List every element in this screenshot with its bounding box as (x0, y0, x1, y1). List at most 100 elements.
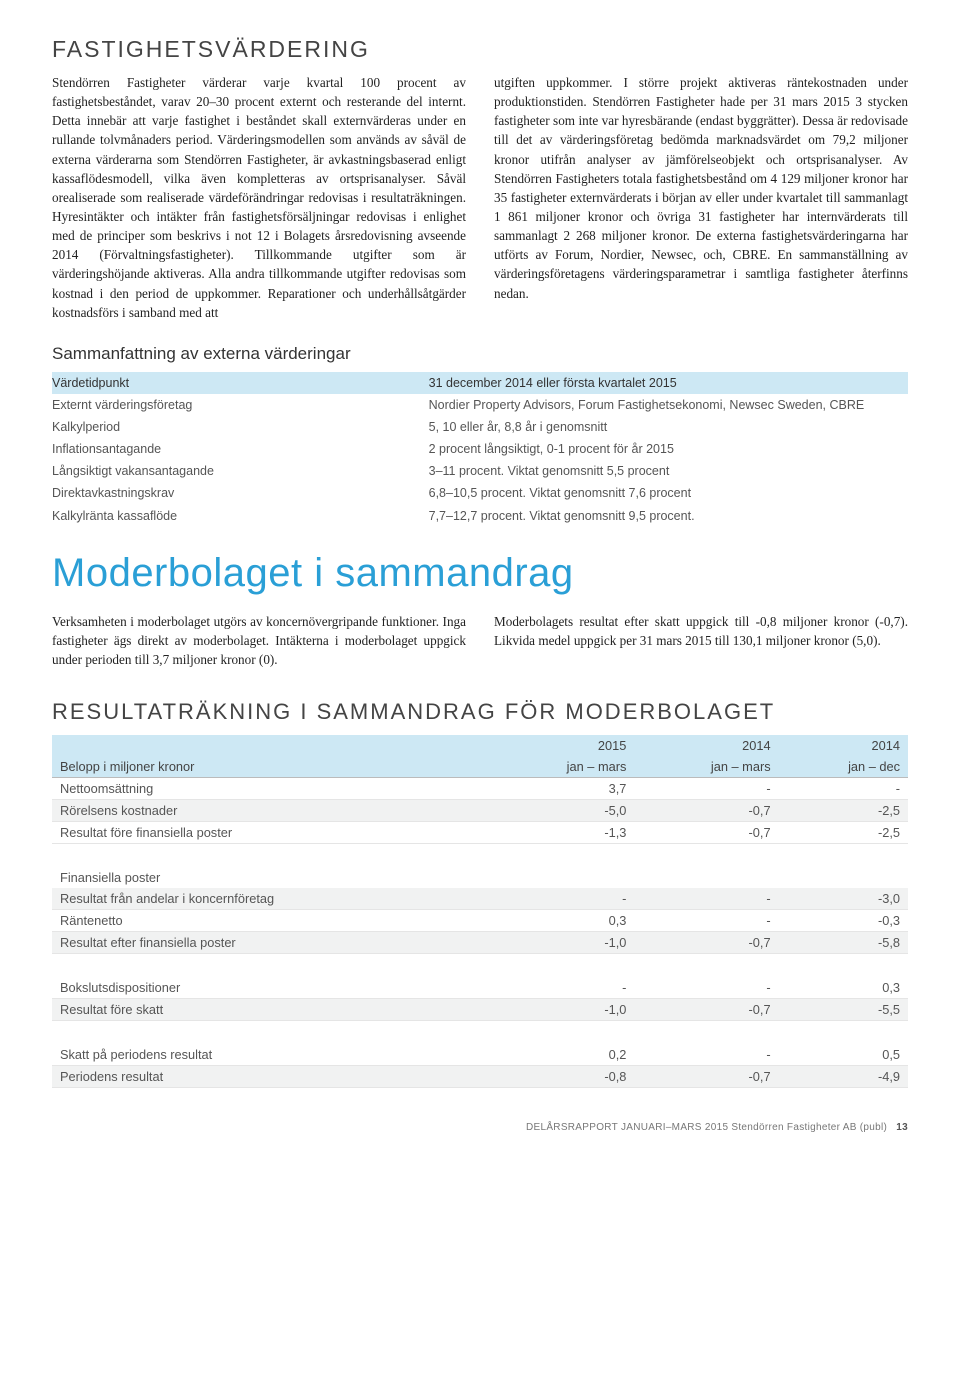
fin-head-year: 2015 (490, 735, 634, 756)
summary-key: Inflationsantagande (52, 438, 429, 460)
summary-value: 3–11 procent. Viktat genomsnitt 5,5 proc… (429, 460, 908, 482)
summary-value: Nordier Property Advisors, Forum Fastigh… (429, 394, 908, 416)
fin-row-value: -5,0 (490, 800, 634, 822)
summary-table: Värdetidpunkt31 december 2014 eller förs… (52, 372, 908, 527)
summary-row: Inflationsantagande2 procent långsiktigt… (52, 438, 908, 460)
summary-row: Kalkylränta kassaflöde7,7–12,7 procent. … (52, 505, 908, 527)
fin-row-label: Resultat efter finansiella poster (52, 932, 490, 954)
income-table: 201520142014 Belopp i miljoner kronorjan… (52, 735, 908, 1088)
fin-row-value: -1,3 (490, 822, 634, 844)
section-heading: FASTIGHETSVÄRDERING (52, 36, 908, 63)
summary-row: Externt värderingsföretagNordier Propert… (52, 394, 908, 416)
summary-value: 5, 10 eller år, 8,8 år i genomsnitt (429, 416, 908, 438)
fin-row-label: Periodens resultat (52, 1066, 490, 1088)
fin-row-value: -0,7 (634, 800, 778, 822)
fin-row: Skatt på periodens resultat0,2-0,5 (52, 1044, 908, 1066)
fin-row-value: -0,7 (634, 999, 778, 1021)
fin-row-value (634, 867, 778, 888)
fin-row-label: Resultat från andelar i koncernföretag (52, 888, 490, 910)
fin-head-year: 2014 (634, 735, 778, 756)
fin-row-value: -3,0 (779, 888, 908, 910)
fin-row: Räntenetto0,3--0,3 (52, 910, 908, 932)
fin-row-label: Finansiella poster (52, 867, 490, 888)
fin-row: Resultat före finansiella poster-1,3-0,7… (52, 822, 908, 844)
summary-value: 31 december 2014 eller första kvartalet … (429, 372, 908, 394)
fin-row: Resultat efter finansiella poster-1,0-0,… (52, 932, 908, 954)
fin-row-value: 0,2 (490, 1044, 634, 1066)
summary-value: 2 procent långsiktigt, 0-1 procent för å… (429, 438, 908, 460)
fin-row-value: - (779, 778, 908, 800)
fin-row-label: Nettoomsättning (52, 778, 490, 800)
fin-head-blank (52, 735, 490, 756)
body-columns: Stendörren Fastigheter värderar varje kv… (52, 73, 908, 322)
fin-gap-row (52, 954, 908, 978)
fin-row: Resultat före skatt-1,0-0,7-5,5 (52, 999, 908, 1021)
fin-row-value: - (634, 888, 778, 910)
summary-key: Kalkylperiod (52, 416, 429, 438)
summary-row: Direktavkastningskrav6,8–10,5 procent. V… (52, 482, 908, 504)
fin-row-label: Bokslutsdispositioner (52, 977, 490, 999)
fin-row-value: -2,5 (779, 822, 908, 844)
parent-col-right: Moderbolagets resultat efter skatt uppgi… (494, 612, 908, 669)
footer-text: DELÅRSRAPPORT JANUARI–MARS 2015 Stendörr… (526, 1122, 887, 1133)
fin-row-value: - (634, 1044, 778, 1066)
body-col-right: utgiften uppkommer. I större projekt akt… (494, 73, 908, 322)
fin-row-label: Resultat före skatt (52, 999, 490, 1021)
fin-row-value: -4,9 (779, 1066, 908, 1088)
fin-row-value: 3,7 (490, 778, 634, 800)
fin-head-label: Belopp i miljoner kronor (52, 756, 490, 778)
fin-row-value: -1,0 (490, 999, 634, 1021)
summary-key: Värdetidpunkt (52, 372, 429, 394)
summary-key: Långsiktigt vakansantagande (52, 460, 429, 482)
fin-row-value (779, 867, 908, 888)
summary-heading: Sammanfattning av externa värderingar (52, 344, 908, 364)
fin-row-label: Räntenetto (52, 910, 490, 932)
fin-row-value: -0,3 (779, 910, 908, 932)
fin-row-value: - (634, 778, 778, 800)
fin-row-value: -5,8 (779, 932, 908, 954)
summary-value: 6,8–10,5 procent. Viktat genomsnitt 7,6 … (429, 482, 908, 504)
fin-row-label: Rörelsens kostnader (52, 800, 490, 822)
summary-key: Direktavkastningskrav (52, 482, 429, 504)
fin-row-value: - (634, 910, 778, 932)
fin-row-label: Skatt på periodens resultat (52, 1044, 490, 1066)
fin-row: Periodens resultat-0,8-0,7-4,9 (52, 1066, 908, 1088)
fin-row-value: -0,8 (490, 1066, 634, 1088)
page-footer: DELÅRSRAPPORT JANUARI–MARS 2015 Stendörr… (52, 1122, 908, 1133)
parent-columns: Verksamheten i moderbolaget utgörs av ko… (52, 612, 908, 669)
fin-row-value: 0,3 (490, 910, 634, 932)
fin-row-value: -0,7 (634, 822, 778, 844)
fin-row-value: -1,0 (490, 932, 634, 954)
fin-gap-row (52, 844, 908, 868)
fin-row-value: - (490, 977, 634, 999)
fin-row-value: 0,3 (779, 977, 908, 999)
fin-row-value: - (490, 888, 634, 910)
summary-row: Långsiktigt vakansantagande3–11 procent.… (52, 460, 908, 482)
fin-row-value: -2,5 (779, 800, 908, 822)
fin-head-period: jan – mars (634, 756, 778, 778)
summary-value: 7,7–12,7 procent. Viktat genomsnitt 9,5 … (429, 505, 908, 527)
fin-row: Nettoomsättning3,7-- (52, 778, 908, 800)
footer-page: 13 (896, 1122, 908, 1133)
fin-gap-row (52, 1021, 908, 1045)
body-col-left: Stendörren Fastigheter värderar varje kv… (52, 73, 466, 322)
parent-col-left: Verksamheten i moderbolaget utgörs av ko… (52, 612, 466, 669)
fin-row: Bokslutsdispositioner--0,3 (52, 977, 908, 999)
parent-heading: Moderbolaget i sammandrag (52, 551, 908, 596)
fin-head-period: jan – mars (490, 756, 634, 778)
fin-row-label: Resultat före finansiella poster (52, 822, 490, 844)
fin-row-value: - (634, 977, 778, 999)
fin-row: Finansiella poster (52, 867, 908, 888)
fin-row-value: -0,7 (634, 1066, 778, 1088)
summary-key: Externt värderingsföretag (52, 394, 429, 416)
fin-row: Resultat från andelar i koncernföretag--… (52, 888, 908, 910)
fin-row-value: 0,5 (779, 1044, 908, 1066)
summary-key: Kalkylränta kassaflöde (52, 505, 429, 527)
summary-row: Värdetidpunkt31 december 2014 eller förs… (52, 372, 908, 394)
fin-row-value: -0,7 (634, 932, 778, 954)
fin-row: Rörelsens kostnader-5,0-0,7-2,5 (52, 800, 908, 822)
fin-row-value: -5,5 (779, 999, 908, 1021)
fin-head-period: jan – dec (779, 756, 908, 778)
fin-row-value (490, 867, 634, 888)
summary-row: Kalkylperiod5, 10 eller år, 8,8 år i gen… (52, 416, 908, 438)
